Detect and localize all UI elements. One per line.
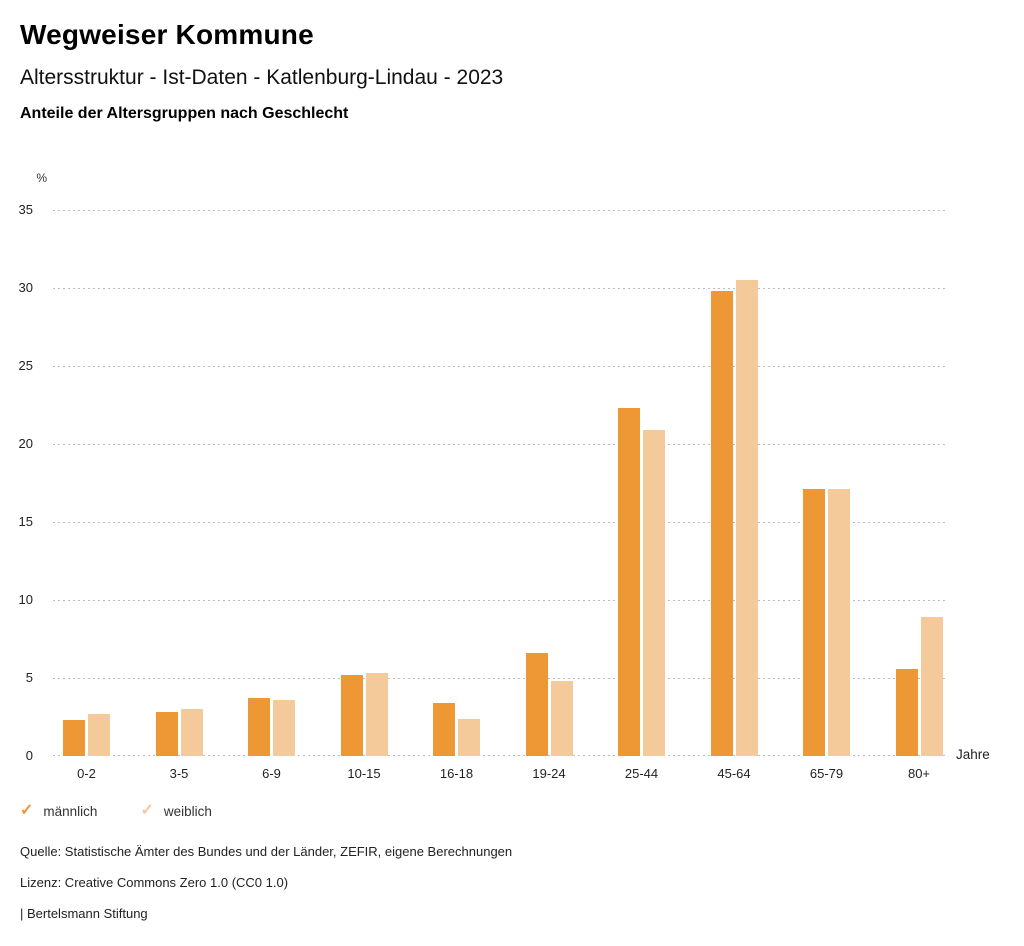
bar-weiblich-6-9[interactable] xyxy=(273,700,295,756)
bar-weiblich-3-5[interactable] xyxy=(180,709,203,756)
legend-label-weiblich: weiblich xyxy=(163,803,212,819)
y-tick-label-5: 5 xyxy=(25,670,33,685)
y-axis-unit-label: % xyxy=(36,171,47,185)
bar-männlich-16-18[interactable] xyxy=(433,703,455,756)
y-tick-label-35: 35 xyxy=(18,202,33,217)
y-tick-label-10: 10 xyxy=(18,592,33,607)
y-tick-label-25: 25 xyxy=(18,358,33,373)
gridline-35 xyxy=(53,210,947,211)
bar-männlich-3-5[interactable] xyxy=(155,712,178,756)
x-category-label-65-79: 65-79 xyxy=(809,766,844,781)
x-category-label-6-9: 6-9 xyxy=(262,766,281,781)
bar-group-45-64 xyxy=(710,280,758,756)
check-icon: ✓ xyxy=(140,802,154,819)
y-tick-label-0: 0 xyxy=(25,748,33,763)
gridline-0 xyxy=(53,755,947,756)
y-axis-tick-labels: 0 5 10 15 20 25 30 35 xyxy=(0,202,33,763)
bar-group-10-15 xyxy=(340,673,388,756)
bar-männlich-19-24[interactable] xyxy=(525,653,548,756)
bar-männlich-45-64[interactable] xyxy=(710,291,733,756)
bar-weiblich-25-44[interactable] xyxy=(643,430,665,756)
bar-männlich-0-2[interactable] xyxy=(63,720,85,756)
gridline-10 xyxy=(53,600,947,601)
x-category-label-80+: 80+ xyxy=(907,766,931,781)
x-category-label-25-44: 25-44 xyxy=(624,766,659,781)
x-category-label-16-18: 16-18 xyxy=(439,766,474,781)
bar-weiblich-16-18[interactable] xyxy=(458,719,480,756)
bar-männlich-6-9[interactable] xyxy=(248,698,270,756)
gridline-25 xyxy=(53,366,947,367)
bar-group-65-79 xyxy=(803,489,850,756)
bar-group-0-2 xyxy=(63,714,110,756)
x-axis-title: Jahre xyxy=(956,747,990,762)
page-title: Wegweiser Kommune xyxy=(20,19,314,50)
chart-subtitle: Altersstruktur - Ist-Daten - Katlenburg-… xyxy=(20,66,504,89)
chart-heading: Anteile der Altersgruppen nach Geschlech… xyxy=(20,105,349,122)
check-icon: ✓ xyxy=(20,802,34,819)
x-category-label-10-15: 10-15 xyxy=(347,766,381,781)
bar-group-80+ xyxy=(895,617,943,756)
legend-label-maennlich: männlich xyxy=(43,803,98,819)
bar-weiblich-0-2[interactable] xyxy=(88,714,110,756)
bar-group-25-44 xyxy=(618,408,665,756)
bar-group-6-9 xyxy=(248,698,295,756)
plot-area xyxy=(53,210,947,756)
bar-group-19-24 xyxy=(525,653,573,756)
legend-item-maennlich[interactable]: ✓ männlich xyxy=(20,803,97,819)
bar-männlich-10-15[interactable] xyxy=(340,675,363,756)
gridline-5 xyxy=(53,678,947,679)
bar-weiblich-65-79[interactable] xyxy=(828,489,850,756)
gridline-15 xyxy=(53,522,947,523)
source-line: Quelle: Statistische Ämter des Bundes un… xyxy=(20,844,513,859)
license-line: Lizenz: Creative Commons Zero 1.0 (CC0 1… xyxy=(20,875,289,890)
bar-group-3-5 xyxy=(155,709,203,756)
chart-legend: ✓ männlich ✓ weiblich xyxy=(20,803,212,819)
x-category-label-3-5: 3-5 xyxy=(169,766,189,781)
bar-männlich-25-44[interactable] xyxy=(618,408,640,756)
chart-footer: Quelle: Statistische Ämter des Bundes un… xyxy=(20,844,512,937)
y-tick-label-15: 15 xyxy=(18,514,33,529)
y-tick-label-20: 20 xyxy=(18,436,33,451)
x-category-label-0-2: 0-2 xyxy=(77,766,96,781)
bar-weiblich-10-15[interactable] xyxy=(365,673,388,756)
x-category-label-45-64: 45-64 xyxy=(717,766,751,781)
legend-item-weiblich[interactable]: ✓ weiblich xyxy=(140,803,211,819)
attribution-line: | Bertelsmann Stiftung xyxy=(20,906,148,921)
x-category-label-19-24: 19-24 xyxy=(532,766,566,781)
bar-weiblich-45-64[interactable] xyxy=(735,280,758,756)
bar-männlich-65-79[interactable] xyxy=(803,489,825,756)
gridline-30 xyxy=(53,288,947,289)
y-tick-label-30: 30 xyxy=(18,280,33,295)
x-axis-category-labels: 0-2 3-5 6-9 10-15 16-18 19-24 25-44 45-64 65-79 8… xyxy=(53,766,947,786)
bar-weiblich-19-24[interactable] xyxy=(550,681,573,756)
gridline-20 xyxy=(53,444,947,445)
bar-group-16-18 xyxy=(433,703,480,756)
bar-weiblich-80+[interactable] xyxy=(920,617,943,756)
bar-männlich-80+[interactable] xyxy=(895,669,918,756)
